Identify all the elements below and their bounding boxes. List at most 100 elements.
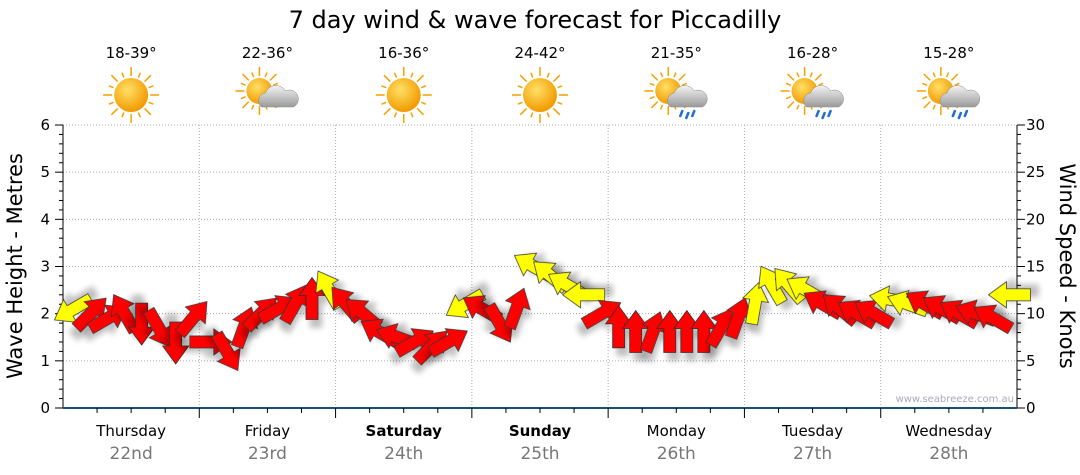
sun-ray (137, 72, 142, 78)
x-day-label: Wednesday (905, 422, 992, 440)
wind-arrow (161, 321, 190, 365)
wind-arrow (673, 309, 701, 353)
cloud (258, 85, 299, 108)
raindrop (827, 109, 832, 118)
x-day-label: Monday (647, 422, 706, 440)
sun-ray (381, 101, 387, 105)
sun-ray (678, 73, 686, 81)
sun-ray (251, 104, 255, 110)
x-date-label: 28th (929, 444, 968, 464)
sun-ray (954, 82, 960, 86)
sun-ray (517, 101, 523, 105)
sun-ray (148, 85, 154, 89)
wind-arrow (837, 299, 879, 330)
sun-ray (251, 72, 255, 78)
cloud (803, 85, 844, 108)
sun-ray (649, 82, 655, 86)
wind-arrow (503, 287, 531, 331)
sun-ray (517, 85, 523, 89)
sun-ray (787, 73, 795, 81)
sun-ray (796, 104, 800, 110)
sun-ray (393, 112, 398, 118)
sun-ray (552, 107, 561, 116)
weather-sun-icon (103, 67, 160, 123)
y-left-tick-label: 2 (40, 305, 50, 323)
raindrop (685, 111, 690, 120)
sun-ray (546, 112, 550, 118)
sun-ray (108, 85, 114, 89)
x-date-label: 24th (384, 444, 423, 464)
sun-ray (785, 96, 792, 100)
sun-ray (922, 82, 928, 86)
sun-ray (240, 96, 246, 100)
sun-ray (269, 73, 277, 81)
sun-ray (818, 82, 824, 86)
cloud (667, 85, 708, 108)
temp-range: 16-28° (787, 44, 838, 62)
sun-ray (393, 72, 398, 78)
sun-ray (420, 101, 427, 105)
sun-ray (144, 74, 152, 83)
sun-ray (673, 72, 677, 78)
raindrop (821, 111, 826, 120)
sun-disc (386, 78, 421, 112)
x-date-label: 26th (657, 444, 696, 464)
weather-sun-cloud-rain-icon (916, 67, 981, 120)
sun-ray (530, 112, 534, 118)
sun-disc (114, 78, 149, 112)
watermark: www.seabreeze.com.au (896, 394, 1014, 405)
y-right-tick-label: 10 (1026, 305, 1045, 323)
temp-range: 21-35° (651, 44, 702, 62)
raindrop (951, 109, 957, 118)
sun-ray (557, 85, 563, 89)
raindrop (815, 109, 820, 118)
sun-ray (785, 82, 792, 86)
sun-ray (137, 112, 142, 118)
y-left-tick-label: 3 (40, 258, 50, 276)
sun-ray (922, 96, 928, 100)
x-date-label: 23rd (248, 444, 287, 464)
sun-ray (557, 101, 563, 105)
temp-range: 18-39° (106, 44, 157, 62)
raindrop (963, 109, 969, 118)
x-day-label: Saturday (366, 422, 443, 440)
sun-ray (121, 72, 125, 78)
x-date-label: 27th (793, 444, 832, 464)
x-day-label: Friday (245, 422, 291, 440)
sun-ray (530, 72, 534, 78)
sun-ray (110, 74, 119, 83)
sun-ray (410, 72, 414, 78)
y-left-tick-label: 1 (40, 352, 50, 370)
sun-ray (241, 73, 250, 81)
sun-ray (950, 73, 959, 81)
sun-ray (108, 101, 114, 105)
sun-ray (420, 85, 427, 89)
raindrop (679, 109, 684, 118)
wind-arrow (987, 281, 1031, 309)
sun-disc (523, 78, 557, 112)
weather-sun-icon (512, 67, 568, 123)
y-left-tick-label: 6 (40, 116, 50, 134)
sun-ray (814, 73, 823, 81)
y-right-tick-label: 15 (1026, 258, 1045, 276)
sun-ray (649, 96, 655, 100)
sun-ray (148, 101, 154, 105)
raindrop (691, 109, 696, 118)
y-right-tick-label: 30 (1026, 116, 1045, 134)
y-right-tick-label: 0 (1026, 399, 1036, 417)
sun-ray (932, 104, 936, 110)
sun-ray (410, 112, 414, 118)
wind-arrow (427, 328, 468, 358)
sun-ray (241, 101, 250, 109)
sun-ray (552, 74, 561, 83)
sun-ray (945, 72, 950, 78)
x-day-label: Sunday (509, 422, 572, 440)
sun-ray (272, 82, 279, 86)
sun-ray (519, 74, 528, 83)
temp-range: 16-36° (378, 44, 429, 62)
temp-range: 15-28° (923, 44, 974, 62)
weather-sun-cloud-rain-icon (644, 67, 708, 120)
temp-range: 22-36° (242, 44, 293, 62)
sun-ray (110, 107, 119, 116)
